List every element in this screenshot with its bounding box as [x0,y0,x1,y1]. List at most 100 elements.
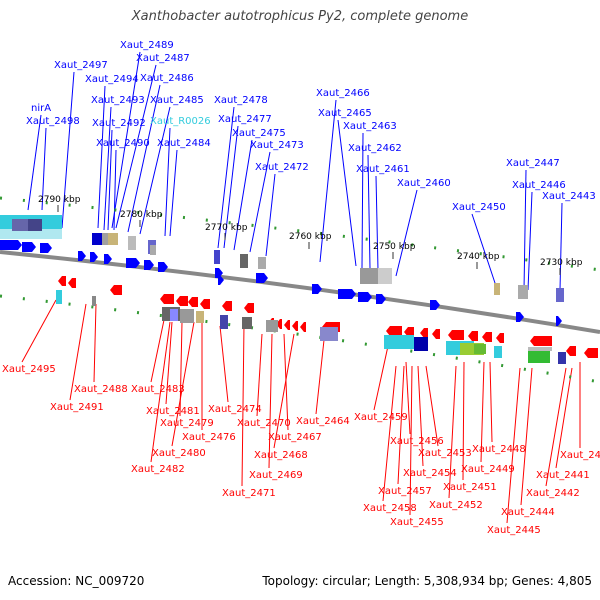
top-callout-line [527,191,533,291]
kbp-label: 2780 kbp [120,210,163,220]
reverse-gene-arrow [584,348,598,358]
top-callout-line [61,71,75,229]
forward-gene-arrow [218,275,224,285]
domain-box [56,290,62,304]
reverse-gene-arrow [200,299,210,309]
top-gene-label: Xaut_2462 [348,143,402,154]
guide-track-1 [0,294,600,384]
genome-track: 2790 kbp 2780 kbp 2770 kbp 2760 kbp 2750 kbp… [0,195,600,384]
top-gene-label: Xaut_2466 [316,88,370,99]
domain-box [556,288,564,302]
top-callout-line [164,127,171,237]
reverse-gene-arrow [68,278,76,288]
top-callout-line [367,154,371,269]
reverse-gene-arrow [448,330,464,340]
bottom-gene-label: Xaut_2495 [2,364,56,375]
bottom-callout-line [256,333,263,417]
top-callout-line [41,127,47,211]
top-callout-line [265,173,276,257]
bottom-callout-line [219,325,229,403]
bottom-callout-line [480,361,485,463]
domain-box [242,317,252,329]
reverse-gene-arrow [176,296,188,306]
top-gene-label: Xaut_2494 [85,74,139,85]
bottom-callout-line [520,367,533,506]
bottom-gene-label: Xaut_2488 [74,384,128,395]
forward-gene-arrow [126,258,140,268]
bottom-callout-line [268,333,273,469]
domain-box [92,233,102,245]
domain-box [92,296,96,306]
bottom-gene-label: Xaut_2467 [268,432,322,443]
top-gene-label: Xaut_2484 [157,138,211,149]
top-callout-line [111,51,141,229]
bottom-callout-line [405,361,411,435]
forward-gene-arrow [104,254,112,264]
top-callout-line [113,149,117,231]
bottom-gene-label: Xaut_2451 [443,482,497,493]
bottom-gene-label: Xaut_2480 [152,448,206,459]
top-callout-line [375,175,379,271]
bottom-callout-line [425,365,439,447]
domain-box [108,233,118,245]
forward-gene-arrow [430,300,440,310]
bottom-gene-label: Xaut_2474 [208,404,262,415]
domain-box [240,254,248,268]
domain-box [170,309,178,321]
reverse-gene-arrow [58,276,66,286]
kbp-label: 2770 kbp [205,223,248,233]
forward-gene-arrow [144,260,154,270]
bottom-gene-label: Xaut_2445 [487,525,541,536]
bottom-gene-label: Xaut_2456 [390,436,444,447]
top-callout-line [233,139,253,251]
forward-gene-arrow [0,240,22,250]
top-gene-label: Xaut_2461 [356,164,410,175]
bottom-gene-label: Xaut_2441 [536,470,590,481]
kbp-label: 2750 kbp [373,242,416,252]
reverse-gene-arrow [432,329,440,339]
top-callout-line [319,99,337,263]
forward-gene-arrow [90,252,98,262]
reverse-gene-arrow [284,320,290,330]
bottom-callout-line [315,339,325,415]
top-gene-label: Xaut_2447 [506,158,560,169]
domain-box [384,335,414,349]
forward-gene-arrow [22,242,36,252]
bottom-gene-label: Xaut_2449 [461,464,515,475]
bottom-gene-label: Xaut_2476 [182,432,236,443]
top-gene-label: Xaut_2489 [120,40,174,51]
domain-box [518,285,528,299]
top-callout-line [337,119,357,267]
top-gene-label: Xaut_2497 [54,60,108,71]
reverse-gene-arrow [482,332,492,342]
top-gene-label: Xaut_2485 [150,95,204,106]
top-gene-label: Xaut_2493 [91,95,145,106]
domain-box [12,219,28,231]
top-gene-label: Xaut_2486 [140,73,194,84]
bottom-callout-line [545,367,567,487]
reverse-gene-arrow [292,321,298,331]
domain-box [258,257,266,269]
forward-gene-arrow [338,289,356,299]
top-callout-line [523,169,527,291]
bottom-gene-label: Xaut_2470 [237,418,291,429]
reverse-gene-arrow [530,336,552,346]
top-gene-label: Xaut_2463 [343,121,397,132]
top-gene-label: Xaut_2446 [512,180,566,191]
reverse-gene-arrow [222,301,232,311]
bottom-gene-label: Xaut_2455 [390,517,444,528]
bottom-callout-line [397,365,405,485]
bottom-callout-line [489,361,493,443]
top-callout-line [361,132,364,269]
top-gene-label: Xaut_2460 [397,178,451,189]
top-callout-line [115,64,157,229]
gene-features [0,215,598,364]
domain-box [196,311,204,323]
bottom-gene-label: Xaut_2444 [501,507,555,518]
domain-box [220,315,228,329]
top-gene-label: nirA [31,103,51,114]
reverse-gene-arrow [420,328,428,338]
bottom-callout-line [69,303,87,401]
reverse-gene-arrow [404,327,414,337]
